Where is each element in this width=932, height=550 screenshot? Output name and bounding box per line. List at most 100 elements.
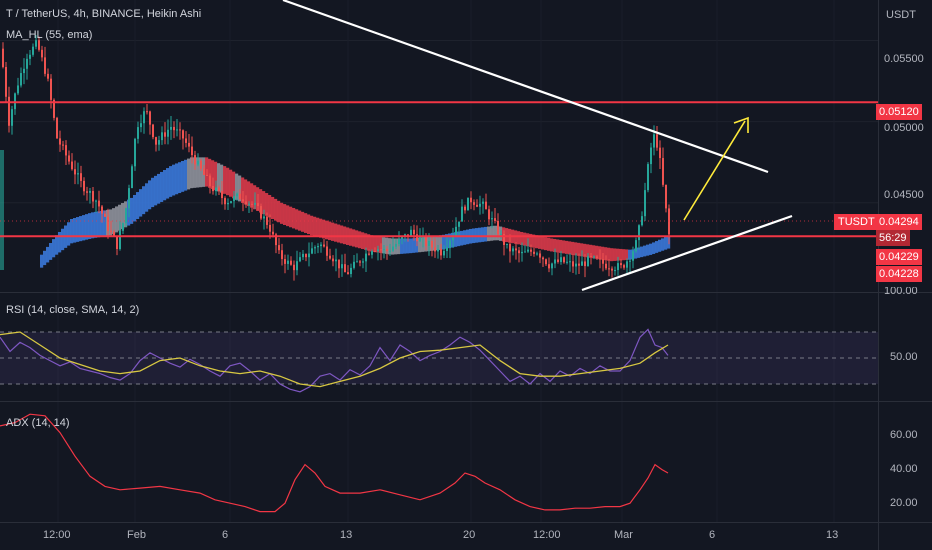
candle-body: [176, 129, 178, 131]
candle-body: [212, 186, 214, 192]
candle-body: [458, 221, 460, 227]
ma-band-segment: [307, 214, 311, 235]
ma-band-segment: [613, 248, 617, 261]
candle-body: [329, 255, 331, 259]
symbol-legend[interactable]: T / TetherUS, 4h, BINANCE, Heikin Ashi: [6, 8, 202, 20]
candle-body: [83, 180, 85, 192]
candle-body: [467, 197, 469, 211]
ma-band-segment: [646, 244, 650, 256]
ma-band-segment: [655, 241, 659, 253]
ma-band-segment: [505, 228, 509, 243]
ma-band-segment: [238, 175, 242, 202]
candle-body: [341, 264, 343, 269]
candle-body: [269, 224, 271, 232]
candle-body: [416, 234, 418, 242]
candle-body: [65, 145, 67, 156]
time-tick: 13: [340, 529, 353, 541]
ma-band-segment: [304, 213, 308, 233]
ma-band-segment: [403, 238, 407, 254]
adx-legend[interactable]: ADX (14, 14): [6, 417, 70, 429]
ma-band-segment: [175, 163, 179, 195]
adx-tick: 60.00: [890, 429, 918, 441]
candle-body: [440, 248, 442, 256]
candle-body: [590, 256, 592, 258]
ma-band-segment: [187, 158, 191, 190]
candle-body: [266, 216, 268, 225]
ma-band-segment: [568, 241, 572, 255]
candle-body: [380, 249, 382, 251]
ma-band-segment: [115, 206, 119, 233]
candle-body: [455, 226, 457, 237]
ma-band-segment: [628, 249, 632, 260]
candle-body: [71, 161, 73, 170]
candle-body: [392, 246, 394, 251]
candle-body: [443, 250, 445, 256]
candle-body: [296, 261, 298, 271]
ma-band-segment: [649, 243, 653, 255]
candle-body: [398, 238, 400, 244]
candle-body: [503, 233, 505, 245]
ma-band-segment: [265, 193, 269, 216]
candle-body: [182, 130, 184, 139]
ma-band-segment: [586, 244, 590, 258]
candle-body: [581, 261, 583, 266]
price-tick: 0.05500: [884, 53, 924, 65]
ma-band-segment: [385, 237, 389, 254]
ma-band-segment: [661, 238, 665, 251]
ma-band-segment: [52, 239, 56, 258]
time-tick: 6: [709, 529, 716, 541]
rsi-legend[interactable]: RSI (14, close, SMA, 14, 2): [6, 304, 140, 316]
ma-band-segment: [118, 204, 122, 231]
ma-band-segment: [196, 157, 200, 188]
left-edge-bar: [0, 150, 4, 270]
ma-band-segment: [532, 234, 536, 248]
ma-band-segment: [640, 246, 644, 258]
candle-body: [323, 244, 325, 247]
ma-hl-legend[interactable]: MA_HL (55, ema): [6, 29, 93, 41]
rsi-plot: [0, 328, 878, 393]
candle-body: [362, 261, 364, 263]
candle-body: [302, 253, 304, 258]
ma-band-segment: [625, 249, 629, 260]
candle-body: [491, 218, 493, 220]
candle-body: [11, 109, 13, 126]
candle-body: [566, 261, 568, 263]
currency-label: USDT: [886, 9, 916, 21]
candle-body: [140, 123, 142, 128]
candle-body: [116, 235, 118, 250]
ma-band-segment: [406, 238, 410, 254]
adx-line: [0, 413, 669, 513]
candle-body: [227, 202, 229, 205]
candle-body: [344, 264, 346, 273]
candle-body: [155, 137, 157, 145]
candle-body: [572, 261, 574, 267]
candle-body: [278, 245, 280, 251]
candle-body: [500, 233, 502, 235]
ma-band-segment: [283, 204, 287, 226]
candle-body: [644, 190, 646, 217]
ma-band-segment: [223, 166, 227, 194]
candle-body: [59, 138, 61, 145]
ma-band-segment: [166, 168, 170, 199]
candle-body: [629, 260, 631, 262]
candle-body: [98, 200, 100, 207]
ma-band-segment: [664, 237, 668, 250]
candle-body: [263, 216, 265, 219]
ma-band-segment: [268, 194, 272, 218]
candle-body: [32, 46, 34, 55]
ma-band-segment: [49, 243, 53, 260]
ma-band-segment: [88, 213, 92, 239]
ma-band-segment: [409, 238, 413, 254]
candle-body: [74, 169, 76, 175]
candle-body: [110, 230, 112, 232]
candle-body: [122, 223, 124, 231]
candle-body: [470, 197, 472, 203]
candle-body: [2, 48, 4, 68]
ascending-trendline: [581, 214, 793, 292]
candle-body: [419, 236, 421, 242]
ma-band-segment: [619, 248, 623, 261]
candle-body: [260, 206, 262, 219]
candle-body: [512, 248, 514, 252]
ma-band-segment: [478, 227, 482, 243]
